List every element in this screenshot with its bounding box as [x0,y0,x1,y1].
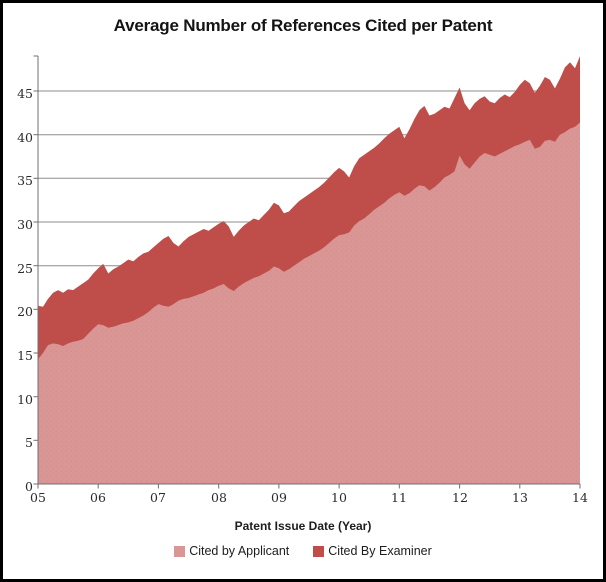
x-tick-label: 07 [150,490,166,505]
x-tick-label: 12 [452,490,468,505]
y-tick-label: 15 [17,348,33,363]
y-tick-label: 35 [17,173,33,188]
legend: Cited by Applicant Cited By Examiner [3,544,603,558]
x-tick-label: 13 [512,490,528,505]
y-tick-label: 30 [17,217,33,232]
y-tick-label: 20 [17,304,33,319]
y-tick-label: 45 [17,86,33,101]
x-tick-label: 05 [30,490,46,505]
y-tick-label: 5 [25,435,33,450]
y-tick-label: 40 [17,130,33,145]
x-tick-label: 14 [572,490,588,505]
legend-label-cited-by-examiner: Cited By Examiner [328,544,432,558]
x-tick-label: 06 [90,490,106,505]
x-tick-label: 09 [271,490,287,505]
x-tick-label: 11 [391,490,407,505]
legend-item-cited-by-examiner: Cited By Examiner [313,544,432,558]
applicant-series-swatch [174,545,186,557]
y-tick-label: 25 [17,261,33,276]
x-tick-label: 10 [331,490,347,505]
chart-title: Average Number of References Cited per P… [113,16,493,35]
legend-label-cited-by-applicant: Cited by Applicant [189,544,290,558]
x-axis-title: Patent Issue Date (Year) [234,519,372,533]
y-tick-label: 0 [25,479,33,494]
y-tick-label: 10 [17,392,33,407]
x-tick-label: 08 [211,490,227,505]
legend-item-cited-by-applicant: Cited by Applicant [174,544,289,558]
examiner-series-swatch [313,545,325,557]
